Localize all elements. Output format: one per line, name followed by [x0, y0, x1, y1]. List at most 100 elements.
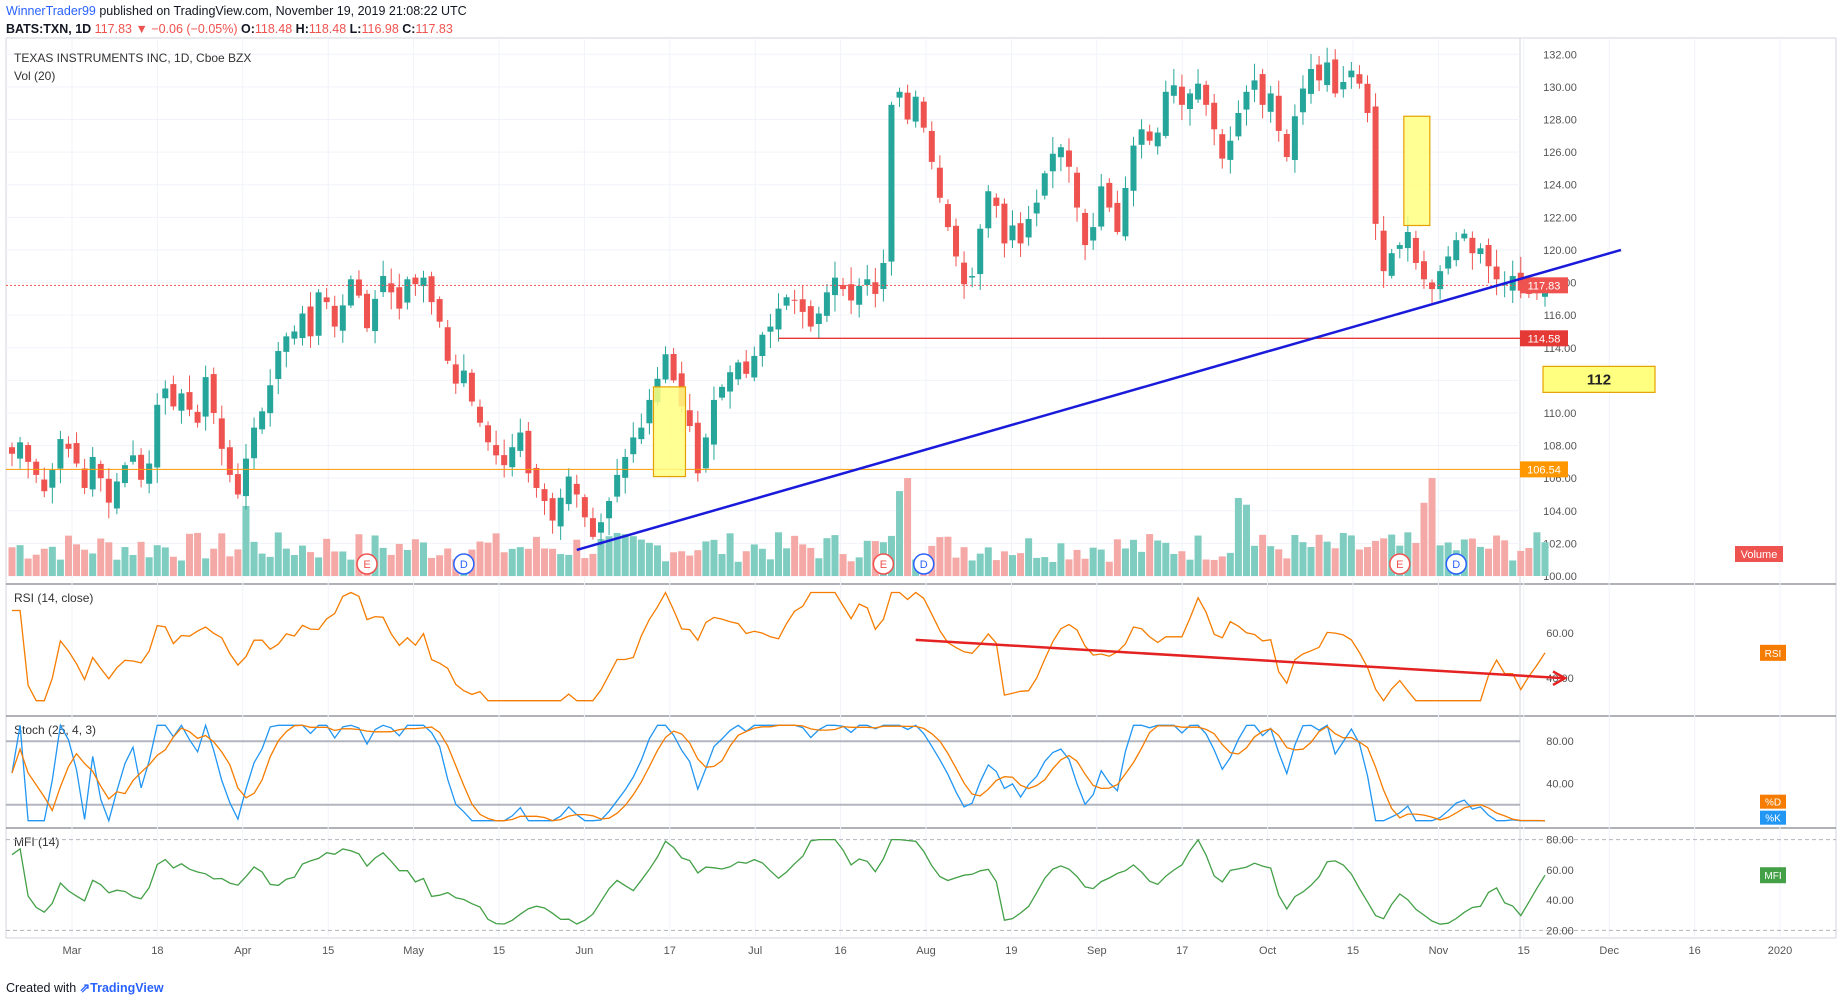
candle-body: [493, 445, 500, 456]
volume-bar: [1307, 547, 1315, 576]
volume-bar: [1363, 547, 1371, 576]
candle-body: [1065, 150, 1072, 167]
volume-label: Vol (20): [14, 69, 55, 83]
volume-bar: [541, 548, 549, 576]
candle-body: [1461, 233, 1468, 239]
candle-body: [509, 447, 516, 468]
candle-body: [283, 336, 290, 352]
tradingview-brand[interactable]: TradingView: [90, 981, 164, 995]
candle-body: [589, 518, 596, 537]
volume-bar: [500, 552, 508, 576]
dividend-icon[interactable]: [453, 553, 475, 575]
volume-bar: [40, 548, 48, 576]
stoch-tick: 80.00: [1546, 736, 1574, 748]
symbol-line: BATS:TXN, 1D 117.83 ▼ −0.06 (−0.05%) O:1…: [6, 22, 453, 36]
volume-bar: [1404, 532, 1412, 576]
candle-body: [299, 313, 306, 339]
volume-bar: [1283, 558, 1291, 576]
candle-body: [904, 92, 911, 120]
close-label: C:: [402, 22, 416, 36]
candle-body: [888, 104, 895, 262]
candle-body: [1098, 186, 1105, 227]
author-link[interactable]: WinnerTrader99: [6, 4, 96, 18]
volume-bar: [896, 491, 904, 576]
candle-body: [783, 297, 790, 306]
tradingview-logo-icon[interactable]: ⇗: [79, 981, 91, 995]
candle-body: [267, 385, 274, 414]
volume-bar: [32, 554, 40, 576]
rsi-divergence-arrow[interactable]: [915, 638, 1564, 680]
volume-bar: [1525, 547, 1533, 576]
candle-body: [1477, 248, 1484, 255]
volume-bar: [258, 553, 266, 576]
volume-bar: [1509, 560, 1517, 576]
chart-area[interactable]: 100.00102.00104.00106.00108.00110.00112.…: [0, 0, 1840, 980]
candle-body: [759, 334, 766, 356]
candle-body: [743, 361, 750, 374]
candle-body: [1437, 271, 1444, 290]
volume-bar: [855, 557, 863, 576]
volume-bar: [1436, 545, 1444, 576]
change: −0.06 (−0.05%): [151, 22, 238, 36]
candle-body: [638, 427, 645, 440]
rsi-tag: [1760, 644, 1786, 661]
chart-title: TEXAS INSTRUMENTS INC, 1D, Cboe BZX: [14, 51, 251, 65]
volume-bar: [1113, 539, 1121, 576]
candle-body: [412, 277, 419, 285]
volume-bar: [411, 539, 419, 576]
volume-bar: [1081, 558, 1089, 576]
volume-bar: [1218, 556, 1226, 576]
candle-body: [17, 442, 24, 459]
candle-body: [355, 279, 362, 296]
earnings-icon[interactable]: [872, 553, 895, 575]
x-tick-label: 18: [151, 945, 163, 957]
volume-bar: [1339, 532, 1347, 576]
candle-body: [1025, 218, 1032, 238]
volume-bar: [984, 547, 992, 576]
low-value: 116.98: [361, 22, 399, 36]
volume-bar: [1372, 540, 1380, 576]
candle-body: [928, 130, 935, 162]
candle-body: [178, 393, 185, 411]
volume-bar: [307, 552, 315, 576]
candle-body: [388, 283, 395, 293]
trend-line[interactable]: [576, 248, 1622, 552]
earnings-icon[interactable]: [356, 553, 378, 575]
volume-bar: [637, 539, 645, 576]
last-price: 117.83: [94, 22, 132, 36]
volume-bar: [758, 548, 766, 576]
highlight-box[interactable]: [1403, 115, 1431, 227]
candle-body: [1356, 74, 1363, 84]
candle-body: [1122, 187, 1129, 237]
candle-body: [831, 277, 838, 296]
candle-body: [41, 479, 48, 492]
candle-body: [1146, 131, 1153, 141]
dividend-icon[interactable]: [912, 553, 935, 575]
volume-bar: [1226, 552, 1234, 576]
dividend-icon[interactable]: [1445, 553, 1467, 575]
stoch-label: Stoch (25, 4, 3): [14, 723, 96, 737]
candle-body: [138, 454, 145, 480]
volume-bar: [1065, 559, 1073, 576]
volume-bar: [766, 559, 774, 576]
candle-body: [121, 465, 128, 484]
candle-body: [1195, 83, 1202, 100]
volume-bar: [831, 535, 839, 576]
candle-body: [210, 374, 217, 413]
earnings-icon[interactable]: [1389, 553, 1411, 575]
candle-body: [1299, 88, 1306, 113]
candle-body: [1259, 74, 1266, 105]
footer: Created with ⇗TradingView: [6, 980, 164, 995]
volume-bar: [371, 535, 379, 576]
candle-body: [1283, 133, 1290, 158]
volume-bar: [645, 542, 653, 576]
volume-bar: [1251, 545, 1259, 576]
candle-body: [646, 399, 653, 424]
candle-body: [775, 308, 782, 330]
volume-bar: [1138, 551, 1146, 576]
highlight-box[interactable]: [652, 386, 687, 478]
candle-body: [840, 284, 847, 290]
annotation-box[interactable]: [1542, 365, 1656, 393]
candle-body: [1340, 82, 1347, 90]
x-tick-label: Jul: [748, 945, 762, 957]
